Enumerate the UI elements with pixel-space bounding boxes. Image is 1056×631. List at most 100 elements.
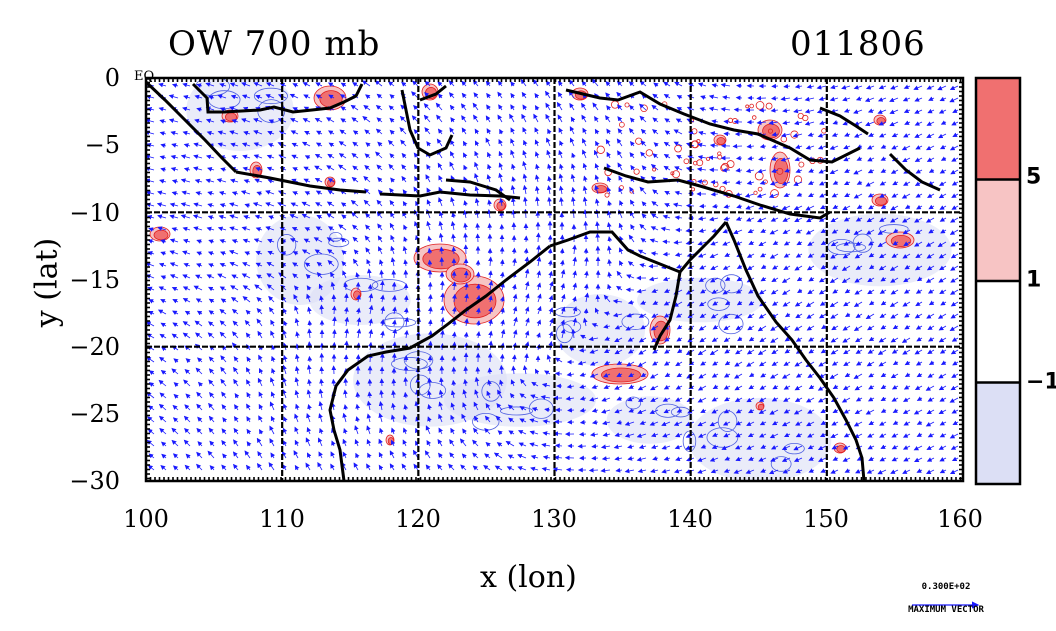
wind-vector bbox=[265, 94, 275, 99]
wind-vector bbox=[220, 119, 227, 124]
positive-contour bbox=[798, 161, 805, 168]
wind-vector bbox=[522, 104, 528, 111]
wind-vector bbox=[710, 131, 719, 136]
wind-vector bbox=[338, 153, 347, 159]
wind-vector bbox=[413, 129, 419, 135]
wind-vector bbox=[183, 94, 191, 100]
wind-vector bbox=[558, 127, 564, 135]
colorbar-segment bbox=[976, 382, 1020, 484]
wind-vector bbox=[673, 141, 683, 147]
wind-vector bbox=[291, 154, 299, 160]
wind-vector bbox=[782, 108, 791, 113]
wind-vector bbox=[558, 149, 563, 159]
wind-vector bbox=[804, 96, 815, 102]
wind-vector bbox=[818, 96, 827, 102]
wind-vector bbox=[629, 117, 635, 123]
positive-contour bbox=[633, 168, 640, 175]
negative-region bbox=[554, 294, 646, 366]
wind-vector bbox=[903, 84, 911, 89]
wind-vector bbox=[146, 142, 155, 148]
wind-vector bbox=[206, 154, 215, 160]
wind-vector bbox=[853, 133, 863, 138]
wind-vector bbox=[793, 108, 803, 114]
wind-vector bbox=[241, 142, 251, 148]
wind-vector bbox=[605, 92, 611, 99]
wind-vector bbox=[401, 152, 407, 159]
negative-contour bbox=[329, 231, 343, 242]
wind-vector bbox=[340, 82, 347, 88]
wind-vector bbox=[629, 140, 635, 147]
negative-contour bbox=[720, 274, 743, 294]
wind-vector bbox=[292, 107, 299, 112]
wind-vector bbox=[205, 118, 215, 124]
wind-vector bbox=[436, 114, 443, 123]
wind-vector bbox=[675, 118, 683, 124]
positive-contour bbox=[776, 167, 784, 175]
positive-contour bbox=[683, 158, 690, 165]
wind-vector bbox=[891, 132, 899, 138]
negative-contour bbox=[718, 313, 744, 335]
wind-vector bbox=[545, 102, 551, 111]
wind-vector bbox=[253, 118, 263, 123]
wind-vector bbox=[804, 108, 815, 114]
wind-vector bbox=[365, 142, 371, 148]
wind-vector bbox=[170, 154, 179, 160]
wind-vector bbox=[436, 138, 443, 147]
wind-vector bbox=[628, 81, 635, 87]
wind-vector bbox=[534, 139, 540, 147]
wind-vector bbox=[940, 120, 947, 125]
wind-vector bbox=[534, 105, 540, 111]
wind-vector bbox=[182, 130, 191, 136]
wind-vector bbox=[877, 97, 887, 102]
wind-vector bbox=[363, 104, 371, 111]
wind-vector bbox=[485, 137, 491, 147]
wind-vector bbox=[914, 109, 923, 114]
negative-contour bbox=[835, 242, 867, 253]
wind-vector bbox=[230, 94, 239, 100]
wind-vector bbox=[278, 154, 287, 159]
wind-vector bbox=[485, 115, 491, 123]
wind-vector bbox=[557, 114, 563, 123]
wind-vector bbox=[522, 127, 527, 135]
wind-vector bbox=[708, 106, 719, 112]
wind-vector bbox=[806, 84, 815, 89]
wind-vector bbox=[640, 128, 647, 135]
wind-vector bbox=[253, 82, 263, 87]
wind-vector bbox=[914, 97, 923, 102]
vector-key-caption: MAXIMUM VECTOR bbox=[908, 605, 984, 615]
wind-vector bbox=[606, 128, 612, 135]
wind-vector bbox=[927, 108, 935, 114]
positive-contour bbox=[717, 151, 722, 156]
wind-vector bbox=[617, 116, 623, 123]
wind-vector bbox=[426, 141, 432, 147]
wind-vector-field bbox=[146, 78, 959, 475]
wind-vector bbox=[290, 130, 299, 135]
wind-vector bbox=[229, 82, 239, 87]
plot-date: 011806 bbox=[790, 24, 926, 64]
wind-vector bbox=[866, 145, 875, 150]
wind-vector bbox=[253, 154, 263, 159]
colorbar-tick-label: 1 bbox=[1026, 267, 1042, 293]
wind-vector bbox=[807, 132, 815, 137]
wind-vector bbox=[449, 150, 455, 159]
wind-vector bbox=[389, 117, 395, 123]
wind-vector bbox=[889, 97, 899, 103]
wind-vector bbox=[253, 142, 263, 147]
wind-vector bbox=[450, 139, 455, 147]
wind-vector bbox=[639, 103, 647, 111]
y-tick-label: −25 bbox=[69, 400, 120, 428]
wind-vector bbox=[794, 84, 803, 89]
positive-region-inner bbox=[496, 201, 506, 211]
wind-vector bbox=[474, 150, 479, 159]
negative-contour bbox=[391, 357, 428, 371]
wind-vector bbox=[545, 90, 551, 99]
wind-vector bbox=[206, 130, 215, 136]
positive-contour bbox=[770, 189, 779, 198]
negative-contour bbox=[253, 87, 288, 105]
wind-vector bbox=[926, 133, 935, 138]
wind-vector bbox=[771, 95, 779, 101]
x-tick-label: 160 bbox=[937, 505, 983, 533]
wind-vector bbox=[746, 143, 755, 149]
wind-vector bbox=[391, 352, 397, 363]
wind-vector bbox=[868, 132, 875, 137]
